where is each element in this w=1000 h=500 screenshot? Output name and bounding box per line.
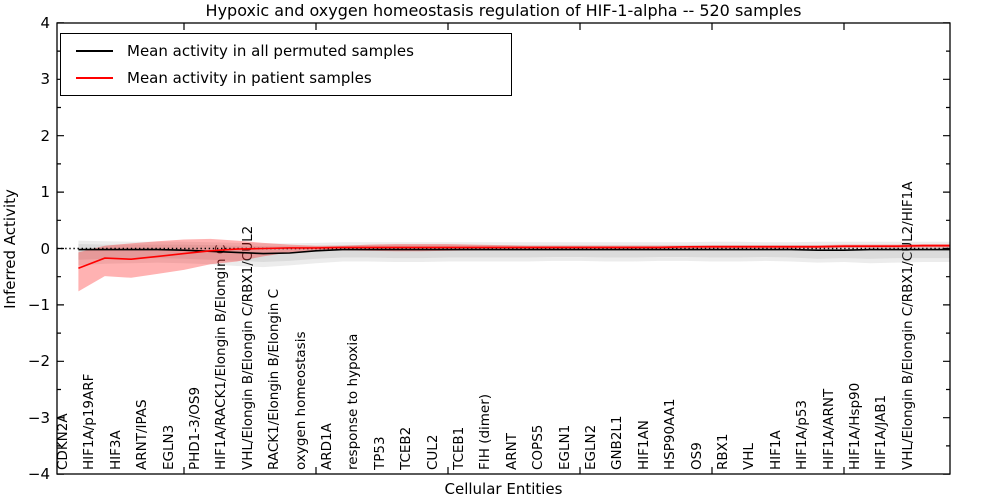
x-tick-label: HSP90AA1 <box>662 398 679 470</box>
y-tick-label: 0 <box>40 240 50 258</box>
patient-band <box>78 238 950 292</box>
x-tick-label: HIF1A/Hsp90 <box>846 382 863 470</box>
x-tick-label: CUL2 <box>424 434 441 470</box>
x-tick-label: ARD1A <box>318 423 335 470</box>
x-tick-label: HIF1A <box>767 430 784 470</box>
x-tick-label: VHL/Elongin B/Elongin C/RBX1/CUL2/HIF1A <box>899 181 916 470</box>
x-tick-label: response to hypoxia <box>345 333 362 470</box>
patient-mean-line <box>78 244 950 269</box>
chart-title: Hypoxic and oxygen homeostasis regulatio… <box>205 1 802 20</box>
x-tick-label: CDKN2A <box>54 413 71 470</box>
legend-item-patient: Mean activity in patient samples <box>76 69 511 87</box>
x-tick-label: HIF1A/RACK1/Elongin B/Elongin C <box>213 244 230 470</box>
legend-label-patient: Mean activity in patient samples <box>127 68 372 87</box>
x-axis-label: Cellular Entities <box>444 480 563 498</box>
permuted-band-inner <box>78 244 950 262</box>
x-tick-label: RBX1 <box>714 433 731 470</box>
legend-line-sample-permuted <box>76 50 113 53</box>
x-tick-label: PHD1-3/OS9 <box>186 386 203 470</box>
y-tick-label: −1 <box>27 296 50 314</box>
x-tick-label: OS9 <box>688 442 705 470</box>
y-tick-label: 3 <box>40 70 50 88</box>
x-tick-label: oxygen homeostasis <box>292 331 309 471</box>
x-tick-label: ARNT <box>503 433 520 470</box>
x-tick-label: HIF1AN <box>635 420 652 470</box>
y-tick-label: 2 <box>40 127 50 145</box>
y-tick-label: −4 <box>27 465 50 483</box>
x-tick-label: ARNT/IPAS <box>134 399 151 470</box>
x-tick-label: FIH (dimer) <box>477 393 494 470</box>
legend-item-permuted: Mean activity in all permuted samples <box>76 42 511 60</box>
legend-line-sample-patient <box>76 76 113 79</box>
x-tick-label: HIF1A/p53 <box>794 399 811 470</box>
legend: Mean activity in all permuted samples Me… <box>60 33 512 96</box>
y-tick-label: 4 <box>40 14 50 32</box>
x-tick-label: EGLN2 <box>582 424 599 470</box>
x-tick-label: HIF1A/p19ARF <box>81 373 98 470</box>
x-tick-label: GNB2L1 <box>609 415 626 470</box>
x-tick-label: RACK1/Elongin B/Elongin C <box>266 288 283 470</box>
y-tick-label: −2 <box>27 352 50 370</box>
x-tick-label: TCEB1 <box>450 426 467 470</box>
y-tick-label: −3 <box>27 409 50 427</box>
x-tick-label: VHL/Elongin B/Elongin C/RBX1/CUL2 <box>239 225 256 470</box>
x-tick-label: TCEB2 <box>398 426 415 470</box>
x-tick-label: HIF1A/ARNT <box>820 388 837 470</box>
permuted-mean-line <box>78 248 950 255</box>
x-tick-label: TP53 <box>371 436 388 470</box>
x-tick-label: HIF3A <box>107 430 124 470</box>
x-tick-label: EGLN3 <box>160 424 177 470</box>
permuted-band-outer <box>78 240 950 268</box>
x-tick-label: HIF1A/JAB1 <box>873 394 890 470</box>
x-tick-label: EGLN1 <box>556 424 573 470</box>
x-tick-label: VHL <box>741 443 758 470</box>
x-tick-label: COPS5 <box>530 424 547 470</box>
legend-label-permuted: Mean activity in all permuted samples <box>127 42 414 61</box>
y-tick-label: 1 <box>40 183 50 201</box>
